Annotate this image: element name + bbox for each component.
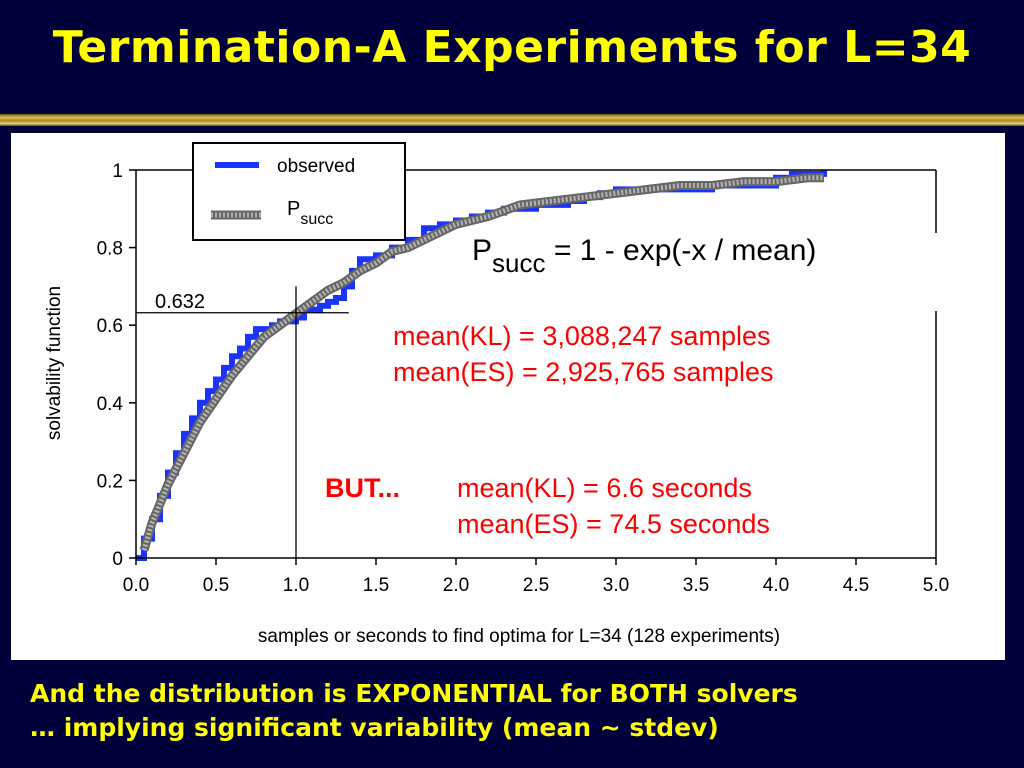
y-tick-label: 1: [112, 161, 123, 182]
y-tick-label: 0.8: [97, 239, 123, 260]
gold-divider: [0, 114, 1024, 126]
x-tick-label: 1.5: [363, 575, 389, 596]
x-tick-label: 5.0: [923, 575, 949, 596]
series-psucc: [141, 175, 824, 551]
series-layer: [136, 170, 827, 561]
x-tick-label: 0.5: [203, 575, 229, 596]
y-tick-label: 0.6: [97, 316, 123, 337]
annotation-mean-kl-seconds: mean(KL) = 6.6 seconds: [457, 473, 752, 503]
legend-label-observed: observed: [277, 156, 355, 177]
y-tick-label: 0: [112, 549, 123, 570]
x-axis-label: samples or seconds to find optima for L=…: [258, 626, 780, 647]
y-axis-label: solvability function: [44, 286, 65, 440]
tick-layer: 0.0 0.5 1.0 1.5 2.0 2.5 3.0 3.5 4.0 4.5 5.0 0 0.2 0.4…: [97, 161, 950, 596]
x-tick-label: 0.0: [123, 575, 149, 596]
x-tick-label: 1.0: [283, 575, 309, 596]
footer-text: And the distribution is EXPONENTIAL for …: [30, 677, 1010, 745]
annotation-but: BUT...: [325, 473, 400, 503]
solvability-chart: 0.0 0.5 1.0 1.5 2.0 2.5 3.0 3.5 4.0 4.5 5.0 0 0.2 0.4…: [44, 142, 950, 647]
annotation-mean-es-seconds: mean(ES) = 74.5 seconds: [457, 509, 770, 539]
x-tick-label: 2.0: [443, 575, 469, 596]
x-tick-label: 2.5: [523, 575, 549, 596]
annotation-mean-kl-samples: mean(KL) = 3,088,247 samples: [393, 321, 770, 351]
formula-text: Psucc = 1 - exp(-x / mean): [472, 234, 816, 278]
legend-label-psucc: Psucc: [287, 198, 333, 228]
footer-line-1: And the distribution is EXPONENTIAL for …: [30, 679, 798, 708]
reference-label: 0.632: [155, 291, 205, 313]
y-tick-label: 0.2: [97, 471, 123, 492]
y-tick-label: 0.4: [97, 394, 124, 415]
chart-legend: observed Psucc: [192, 142, 406, 241]
annotation-mean-es-samples: mean(ES) = 2,925,765 samples: [393, 357, 773, 387]
legend-box: [192, 142, 406, 241]
slide-title: Termination-A Experiments for L=34: [52, 22, 972, 73]
chart-panel: 0.0 0.5 1.0 1.5 2.0 2.5 3.0 3.5 4.0 4.5 5.0 0 0.2 0.4…: [11, 133, 1005, 660]
x-tick-label: 3.5: [683, 575, 709, 596]
x-tick-label: 3.0: [603, 575, 629, 596]
x-tick-label: 4.5: [843, 575, 869, 596]
footer-line-2: … implying significant variability (mean…: [30, 713, 719, 742]
x-tick-label: 4.0: [763, 575, 789, 596]
